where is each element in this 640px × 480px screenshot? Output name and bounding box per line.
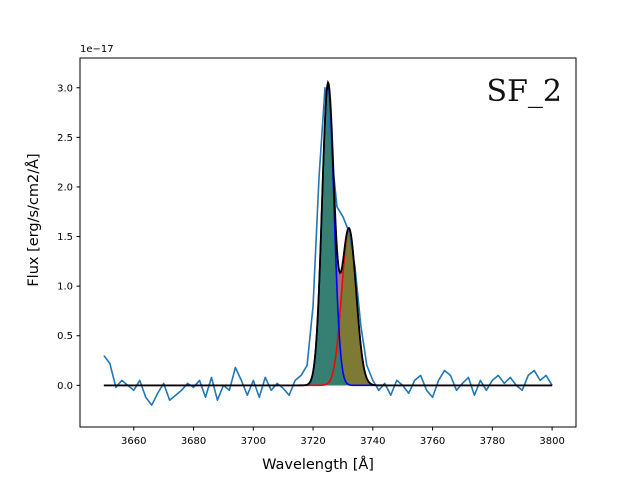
x-tick-label: 3660 <box>121 436 146 447</box>
x-tick-label: 3800 <box>539 436 564 447</box>
y-tick-label: 3.0 <box>57 83 73 94</box>
y-tick-label: 0.5 <box>57 331 73 342</box>
y-tick-label: 1.5 <box>57 232 73 243</box>
x-axis-label: Wavelength [Å] <box>262 456 374 473</box>
y-offset-label: 1e−17 <box>80 44 114 55</box>
x-tick-label: 3780 <box>480 436 505 447</box>
x-tick-label: 3700 <box>241 436 266 447</box>
y-tick-label: 1.0 <box>57 282 73 293</box>
y-tick-label: 0.0 <box>57 381 73 392</box>
y-axis-ticks: 0.0 0.5 1.0 1.5 2.0 2.5 3.0 <box>57 83 80 392</box>
x-tick-label: 3680 <box>181 436 206 447</box>
series-lines <box>103 79 553 406</box>
x-axis-ticks: 3660 3680 3700 3720 3740 3760 3780 3800 <box>121 427 565 447</box>
x-tick-label: 3720 <box>300 436 325 447</box>
observed-spectrum-line <box>103 86 553 406</box>
total-fit-line <box>103 79 553 387</box>
y-tick-label: 2.0 <box>57 182 73 193</box>
y-tick-label: 2.5 <box>57 133 73 144</box>
plot-frame <box>79 57 577 428</box>
component-1-fill <box>103 84 553 386</box>
x-tick-label: 3760 <box>420 436 445 447</box>
y-axis-label: Flux [erg/s/cm2/Å] <box>25 153 42 286</box>
x-tick-label: 3740 <box>360 436 385 447</box>
chart-annotation: SF_2 <box>487 74 562 109</box>
component-fills <box>103 82 553 386</box>
